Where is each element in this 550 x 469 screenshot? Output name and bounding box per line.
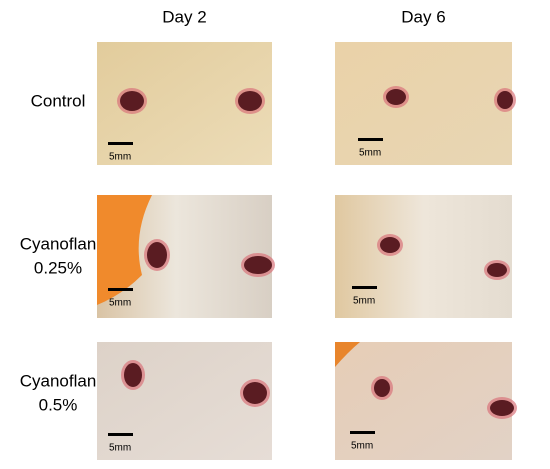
photo-panel: 5mm bbox=[335, 195, 512, 318]
scale-bar-label: 5mm bbox=[109, 152, 131, 163]
row-label: 0.25% bbox=[34, 258, 82, 277]
labels: Day 2 Day 6 Control Cyanoflan 0.25% Cyanoflan… bbox=[20, 7, 446, 414]
photo-panel: 5mm bbox=[97, 342, 272, 460]
scale-bar bbox=[350, 431, 375, 434]
scale-bar-label: 5mm bbox=[353, 296, 375, 307]
wound bbox=[238, 91, 262, 111]
wound bbox=[490, 400, 514, 416]
row-label: Cyanoflan bbox=[20, 371, 97, 390]
wound bbox=[380, 237, 400, 253]
scale-bar bbox=[108, 433, 133, 436]
wound bbox=[386, 89, 406, 105]
photo bbox=[335, 42, 512, 165]
row-label: Control bbox=[31, 91, 86, 110]
scale-bar-label: 5mm bbox=[109, 298, 131, 309]
photo-panel: 5mm bbox=[97, 42, 272, 165]
photo-panel: 5mm bbox=[335, 342, 517, 460]
wound bbox=[374, 379, 390, 397]
wound bbox=[497, 91, 513, 109]
scale-bar-label: 5mm bbox=[351, 441, 373, 452]
cloth bbox=[97, 195, 152, 305]
column-header: Day 6 bbox=[401, 7, 445, 26]
scale-bar-label: 5mm bbox=[109, 443, 131, 454]
photos: 5mm 5mm 5mm 5mm 5mm 5mm bbox=[97, 42, 517, 460]
photo bbox=[335, 195, 512, 318]
wound bbox=[124, 363, 142, 387]
wound bbox=[120, 91, 144, 111]
row-label: Cyanoflan bbox=[20, 234, 97, 253]
scale-bar bbox=[352, 286, 377, 289]
photo-panel: 5mm bbox=[97, 195, 275, 318]
row-label: 0.5% bbox=[39, 395, 78, 414]
photo-panel: 5mm bbox=[335, 42, 516, 165]
cloth bbox=[335, 342, 360, 367]
scale-bar bbox=[108, 142, 133, 145]
wound bbox=[243, 382, 267, 404]
scale-bar bbox=[108, 288, 133, 291]
wound bbox=[147, 242, 167, 268]
scale-bar-label: 5mm bbox=[359, 148, 381, 159]
column-header: Day 2 bbox=[162, 7, 206, 26]
wound bbox=[487, 263, 507, 277]
photo bbox=[335, 342, 512, 460]
wound bbox=[244, 256, 272, 274]
scale-bar bbox=[358, 138, 383, 141]
